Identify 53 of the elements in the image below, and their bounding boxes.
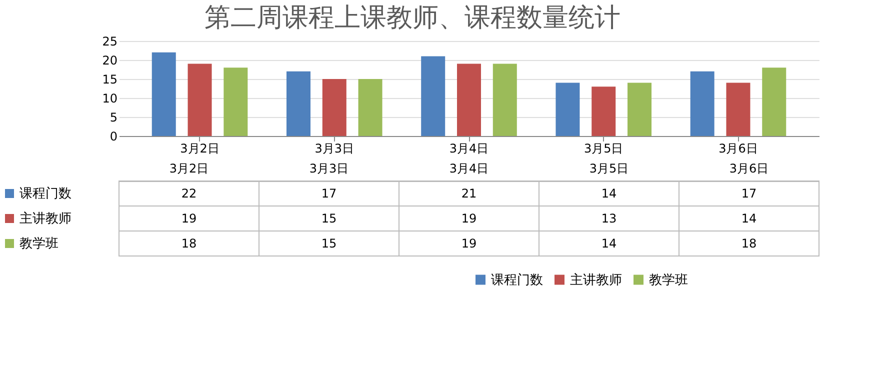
y-tick-label: 25: [102, 34, 118, 48]
data-label: 19: [461, 236, 477, 250]
text: 课程门数: [491, 272, 543, 288]
legend-label: 主讲教师: [570, 272, 622, 288]
category-label: 3月6日: [729, 162, 769, 176]
x-tick-label: 3月4日: [449, 142, 489, 156]
data-label: 19: [181, 212, 197, 226]
bar: [188, 64, 212, 136]
category-label: 3月2日: [169, 162, 209, 176]
y-tick-label: 15: [102, 72, 118, 86]
category-label: 3月3日: [309, 162, 349, 176]
data-label: 13: [601, 212, 617, 226]
data-label: 14: [601, 186, 617, 200]
x-tick-label: 3月2日: [180, 142, 220, 156]
bar: [421, 56, 446, 136]
bar: [726, 82, 750, 136]
text: 主讲教师: [20, 212, 72, 226]
legend-label: 课程门数: [20, 186, 72, 202]
bar: [492, 64, 517, 136]
chart-title: 第二周课程上课教师、课程数量统计: [204, 3, 620, 33]
bar: [457, 64, 481, 136]
data-label: 18: [181, 236, 197, 250]
text: 教学班: [20, 236, 58, 252]
data-label: 17: [321, 186, 337, 200]
data-label: 14: [741, 212, 757, 226]
x-tick-label: 3月3日: [314, 142, 354, 156]
category-label: 3月5日: [589, 162, 629, 176]
bar: [690, 71, 714, 136]
data-label: 14: [601, 236, 617, 250]
data-label: 17: [741, 186, 757, 200]
data-label: 22: [181, 186, 197, 200]
bar: [322, 79, 346, 136]
data-label: 15: [321, 236, 337, 250]
y-tick-label: 5: [110, 110, 118, 124]
bar: [286, 71, 310, 136]
bar: [556, 82, 580, 136]
bar: [592, 86, 616, 136]
y-tick-label: 20: [102, 54, 118, 68]
legend-label: 教学班: [649, 272, 688, 288]
bar: [358, 79, 382, 136]
category-label: 3月4日: [449, 162, 489, 176]
bar: [152, 52, 176, 136]
data-label: 21: [461, 186, 477, 200]
data-label: 18: [741, 236, 757, 250]
bar: [628, 82, 652, 136]
bar: [762, 68, 786, 136]
bar: [224, 68, 248, 136]
data-label: 15: [321, 212, 337, 226]
x-tick-label: 3月5日: [584, 142, 624, 156]
x-tick-label: 3月6日: [718, 142, 758, 156]
y-tick-label: 0: [110, 130, 118, 144]
y-tick-label: 10: [102, 92, 118, 106]
data-label: 19: [461, 212, 477, 226]
